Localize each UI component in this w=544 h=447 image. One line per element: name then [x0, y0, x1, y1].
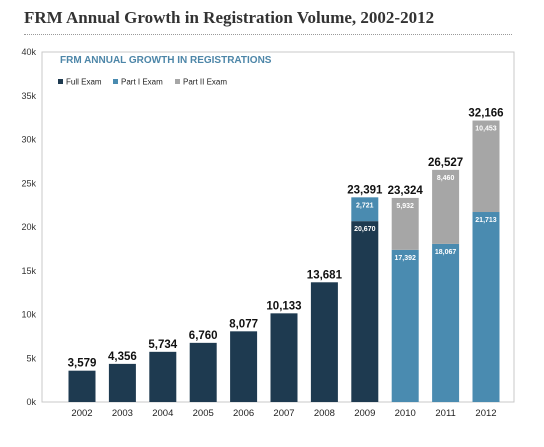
legend-label: Part II Exam: [183, 78, 227, 87]
x-tick-label: 2004: [152, 408, 173, 419]
bar-total-label: 23,391: [347, 184, 383, 196]
bar-segment: [310, 282, 338, 402]
x-tick-label: 2012: [475, 408, 496, 419]
bar-total-label: 23,324: [388, 185, 424, 197]
y-axis: 0k 5k 10k 15k 20k 25k 30k 35k 40k: [21, 47, 36, 407]
y-tick-label: 0k: [26, 397, 36, 407]
x-tick-label: 2009: [354, 408, 375, 419]
title-divider: [24, 34, 512, 35]
y-tick-label: 5k: [26, 353, 36, 363]
chart-legend: Full Exam Part I Exam Part II Exam: [58, 78, 227, 87]
x-tick-label: 2002: [71, 408, 92, 419]
bar-total-label: 6,760: [189, 330, 218, 342]
bar-total-label: 4,356: [108, 351, 137, 363]
x-axis: 2002 2003 2004 2005 2006 2007 2008 2009 2010 2011…: [71, 408, 496, 419]
bar-total-label: 26,527: [428, 157, 463, 169]
segment-value-label: 8,460: [437, 175, 455, 182]
y-tick-label: 40k: [21, 47, 36, 57]
bar-segment: [68, 370, 96, 402]
bar-segment: [432, 243, 460, 402]
y-tick-label: 30k: [21, 135, 36, 145]
bar-total-label: 10,133: [266, 300, 301, 312]
y-tick-label: 25k: [21, 178, 36, 188]
bar-segment: [351, 221, 379, 402]
bar-segment: [108, 363, 136, 402]
segment-value-label: 5,932: [396, 203, 414, 210]
bar-segment: [351, 197, 379, 222]
segment-value-label: 20,670: [354, 226, 376, 233]
bar-segment: [472, 120, 500, 213]
segment-value-label: 18,067: [435, 249, 457, 256]
x-tick-label: 2006: [233, 408, 254, 419]
y-tick-label: 35k: [21, 91, 36, 101]
legend-swatch: [175, 79, 180, 84]
x-tick-label: 2003: [112, 408, 133, 419]
legend-label: Part I Exam: [121, 78, 163, 87]
bar-total-label: 8,077: [229, 318, 258, 330]
x-tick-label: 2007: [273, 408, 294, 419]
bar-segment: [149, 351, 177, 402]
bar-segment: [391, 249, 419, 402]
y-tick-label: 15k: [21, 266, 36, 276]
y-tick-label: 20k: [21, 222, 36, 232]
bar-group: 3,579 4,356 5,734 6,760 8,077 10,133 13,681 20,…: [68, 108, 504, 402]
legend-swatch: [58, 79, 63, 84]
bar-segment: [189, 342, 217, 402]
bar-segment: [472, 212, 500, 402]
legend-label: Full Exam: [66, 78, 102, 87]
x-tick-label: 2011: [435, 408, 455, 419]
segment-value-label: 17,392: [394, 255, 416, 262]
bar-segment: [270, 313, 298, 402]
bar-total-label: 13,681: [307, 269, 343, 281]
chart-title: FRM ANNUAL GROWTH IN REGISTRATIONS: [60, 55, 272, 66]
bar-total-label: 32,166: [468, 108, 503, 120]
bar-segment: [432, 169, 460, 244]
x-tick-label: 2005: [193, 408, 214, 419]
bar-segment: [391, 197, 419, 250]
page-title: FRM Annual Growth in Registration Volume…: [24, 8, 435, 27]
y-tick-label: 10k: [21, 310, 36, 320]
segment-value-label: 10,453: [475, 126, 497, 133]
segment-value-label: 2,721: [356, 202, 374, 209]
bar-segment: [230, 331, 258, 402]
legend-swatch: [113, 79, 118, 84]
bar-total-label: 5,734: [148, 339, 177, 351]
bar-total-label: 3,579: [68, 358, 97, 370]
x-tick-label: 2008: [314, 408, 335, 419]
x-tick-label: 2010: [395, 408, 416, 419]
segment-value-label: 21,713: [475, 217, 497, 224]
